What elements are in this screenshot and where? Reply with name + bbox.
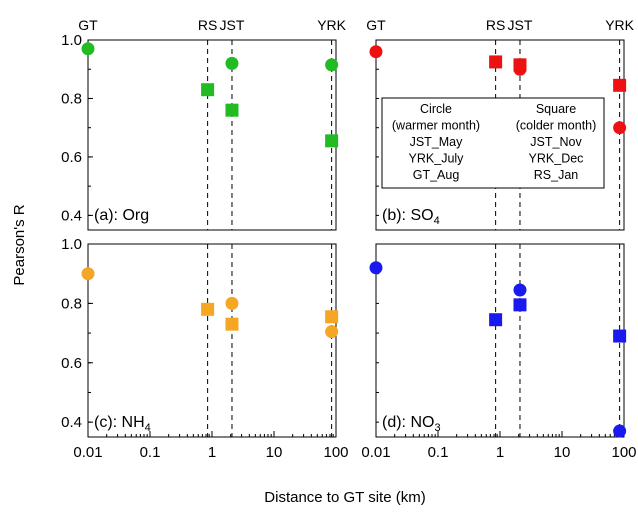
x-tick-label: 10 (266, 444, 283, 461)
data-point-square (613, 78, 627, 92)
y-tick-label: 0.6 (61, 149, 82, 166)
panel-label: (a): Org (94, 207, 149, 224)
panel-top-right: GT RS JST YRK (b): SO4 (366, 17, 635, 231)
data-point-square (613, 329, 627, 343)
data-point-circle (81, 267, 95, 281)
x-tick-label: 100 (323, 444, 348, 461)
data-point-square (489, 55, 503, 69)
y-tick-label: 0.8 (61, 295, 82, 312)
site-label-yrk: YRK (317, 17, 346, 33)
data-point-circle (613, 121, 627, 135)
data-point-square (513, 298, 527, 312)
y-tick-label: 0.6 (61, 355, 82, 372)
legend-entry: Circle (420, 102, 452, 116)
data-point-square (325, 310, 339, 324)
panel-frame (375, 39, 625, 231)
x-tick-label: 10 (554, 444, 571, 461)
legend-entry: JST_Nov (530, 135, 582, 149)
site-label-yrk: YRK (605, 17, 634, 33)
site-label-rs: RS (198, 17, 217, 33)
x-tick-label: 0.1 (428, 444, 449, 461)
panel-label: (b): SO4 (382, 207, 440, 227)
data-point-circle (369, 261, 383, 275)
data-point-circle (369, 45, 383, 59)
panel-top-left: GT RS JST YRK 0.4 0.6 0.8 1.0 (a): Org (61, 17, 347, 231)
data-point-square (489, 313, 503, 327)
legend-entry: YRK_Dec (529, 152, 584, 166)
legend-box (381, 97, 605, 189)
legend-entry: Square (536, 102, 576, 116)
x-tick-label: 0.01 (73, 444, 102, 461)
data-point-square (201, 83, 215, 97)
panel-label-subscript: 3 (434, 422, 440, 434)
panel-label: (c): NH4 (94, 414, 151, 434)
data-point-circle (325, 325, 339, 339)
data-point-circle (225, 56, 239, 70)
x-axis-label: Distance to GT site (km) (264, 489, 425, 506)
data-point-circle (325, 58, 339, 72)
y-tick-label: 0.8 (61, 90, 82, 107)
site-label-jst: JST (220, 17, 245, 33)
data-point-circle (225, 296, 239, 310)
panel-frame (87, 39, 337, 231)
data-point-circle (513, 283, 527, 297)
legend: Circle (warmer month) JST_May YRK_July GT_Au… (381, 97, 605, 189)
panel-frame (375, 243, 625, 438)
data-point-square (225, 103, 239, 117)
site-label-rs: RS (486, 17, 505, 33)
x-tick-label: 100 (611, 444, 636, 461)
legend-entry: RS_Jan (534, 168, 579, 182)
data-point-square (325, 134, 339, 148)
panel-label-subscript: 4 (145, 422, 151, 434)
data-point-circle (613, 424, 627, 438)
x-tick-label: 1 (496, 444, 504, 461)
legend-entry: (colder month) (516, 119, 597, 133)
site-label-jst: JST (508, 17, 533, 33)
data-point-square (513, 58, 527, 72)
site-label-gt: GT (366, 17, 386, 33)
x-tick-label: 1 (208, 444, 216, 461)
y-tick-label: 0.4 (61, 207, 82, 224)
panel-bottom-right: 0.01 0.1 1 10 100 (d): NO3 (361, 243, 637, 461)
panel-label: (d): NO3 (382, 414, 441, 434)
x-tick-label: 0.1 (140, 444, 161, 461)
panel-label-subscript: 4 (434, 215, 440, 227)
y-tick-label: 1.0 (61, 236, 82, 253)
panel-frame (87, 243, 337, 438)
site-label-gt: GT (78, 17, 98, 33)
x-tick-label: 0.01 (361, 444, 390, 461)
y-tick-label: 1.0 (61, 32, 82, 49)
data-point-square (225, 317, 239, 331)
legend-entry: GT_Aug (413, 168, 460, 182)
y-axis-label: Pearson's R (11, 204, 28, 285)
data-point-circle (81, 42, 95, 56)
y-tick-label: 0.4 (61, 414, 82, 431)
panel-bottom-left: 0.4 0.6 0.8 1.0 0.01 0.1 1 10 100 (c): NH4 (61, 236, 348, 461)
legend-entry: (warmer month) (392, 119, 480, 133)
data-point-square (201, 302, 215, 316)
legend-entry: YRK_July (409, 152, 465, 166)
legend-entry: JST_May (410, 135, 464, 149)
